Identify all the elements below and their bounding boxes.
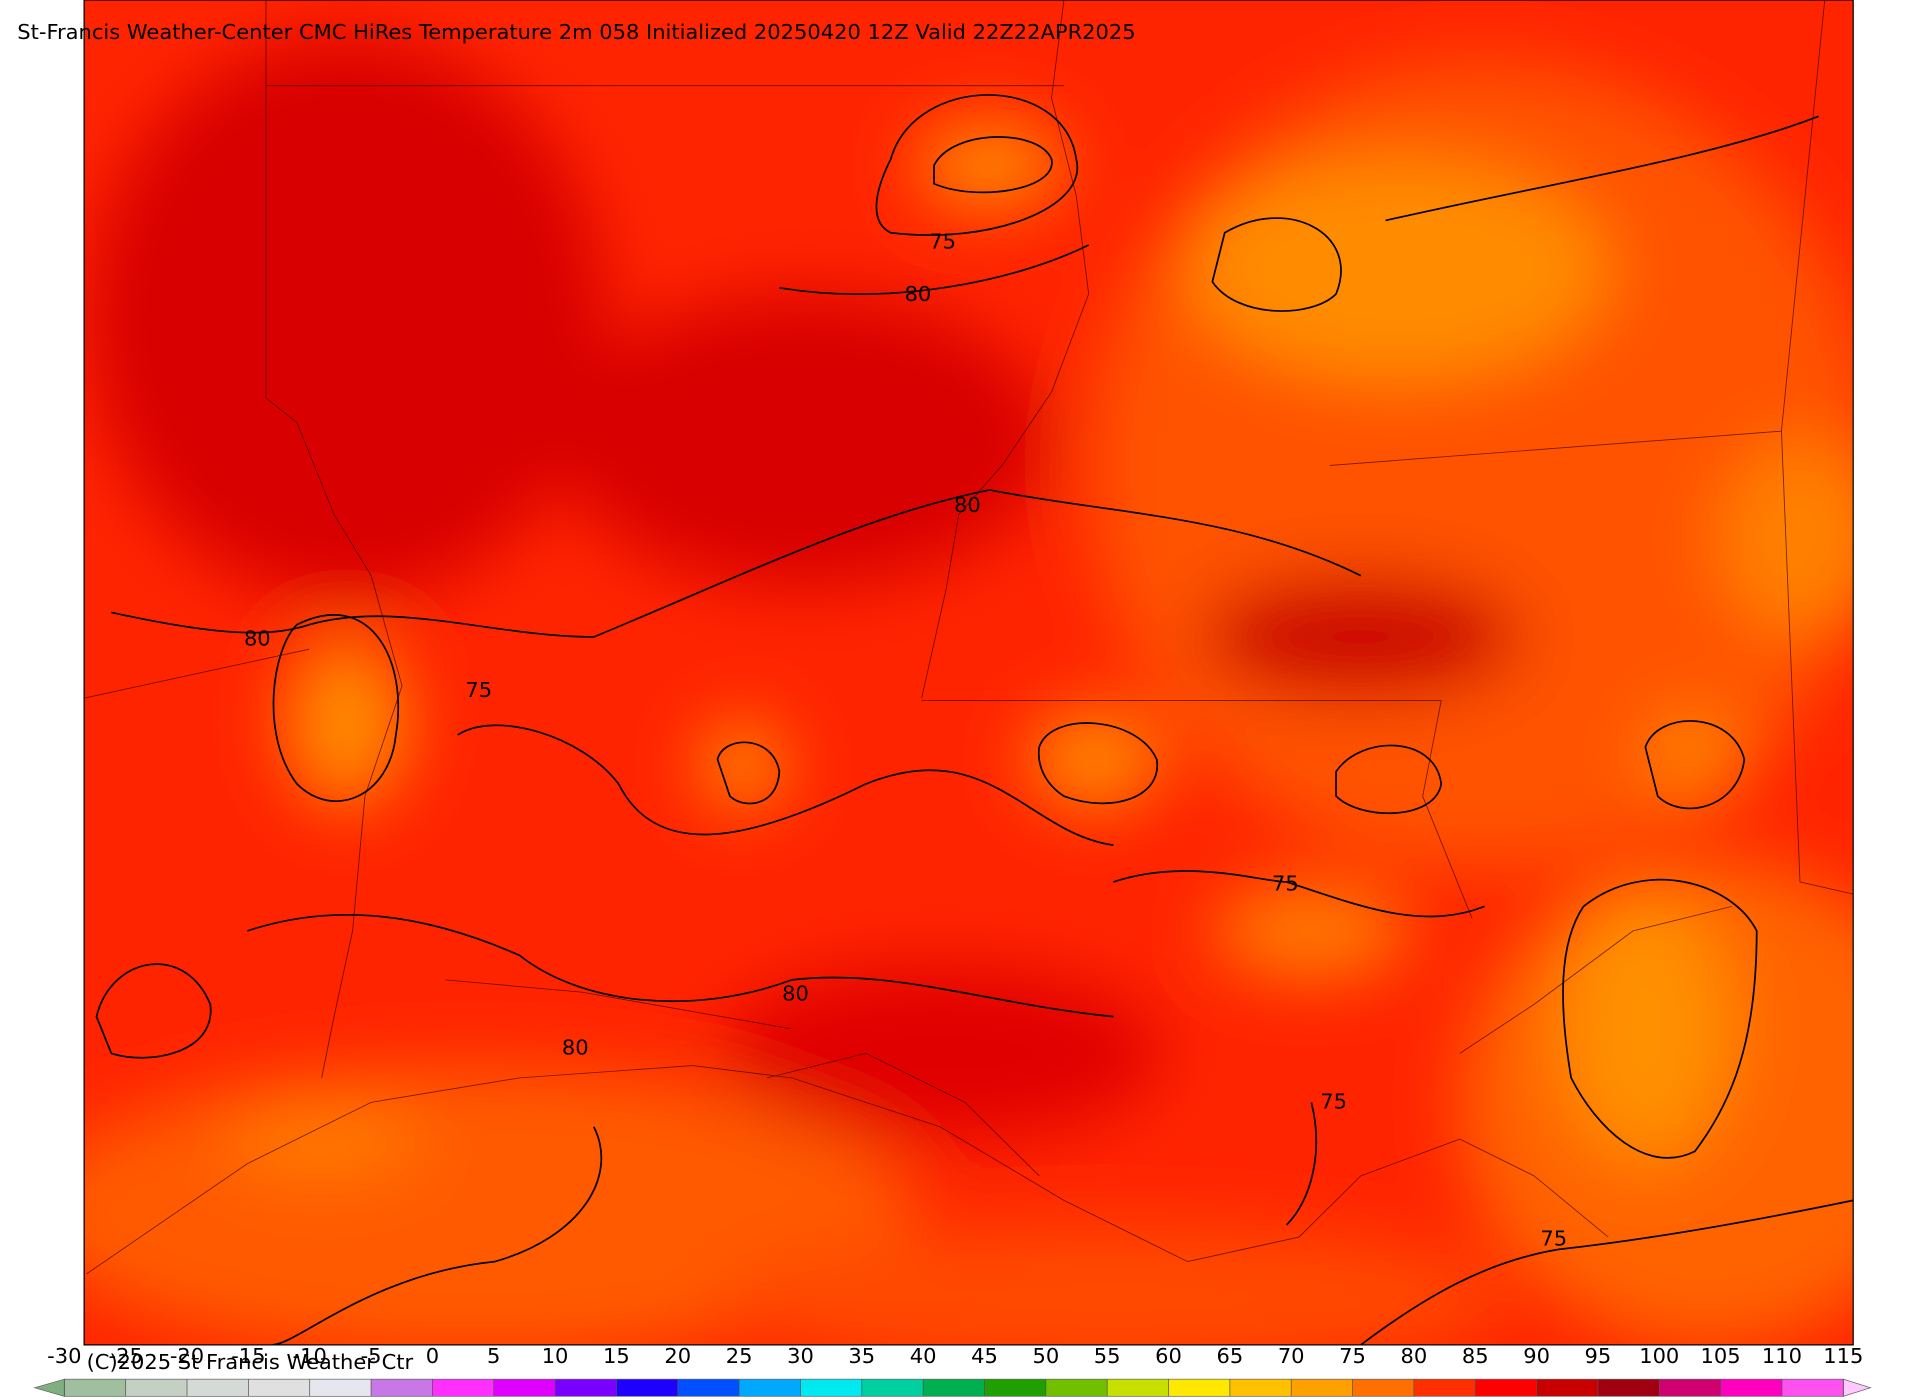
- colorbar-over: [1842, 1378, 1872, 1397]
- colorbar-swatch: [1597, 1379, 1660, 1397]
- temperature-field: [84, 0, 1854, 1345]
- colorbar-tick-label: 5: [487, 1344, 500, 1368]
- contour-label: 75: [1272, 871, 1299, 895]
- colorbar-tick-label: 95: [1585, 1344, 1612, 1368]
- colorbar-swatch: [1475, 1379, 1537, 1397]
- contour-label: 75: [1540, 1227, 1567, 1251]
- colorbar-swatch: [309, 1379, 372, 1397]
- contour-label: 80: [782, 982, 809, 1006]
- colorbar-tick-label: 90: [1523, 1344, 1550, 1368]
- contour-label: 75: [929, 230, 956, 254]
- colorbar-swatch: [1781, 1379, 1844, 1397]
- colorbar-tick-label: -30: [47, 1344, 81, 1368]
- colorbar-tick-label: 10: [542, 1344, 569, 1368]
- colorbar-swatch: [1720, 1379, 1783, 1397]
- colorbar-swatch: [1229, 1379, 1292, 1397]
- copyright: (C)2025 St Francis Weather Ctr: [87, 1350, 414, 1374]
- colorbar-swatch: [187, 1379, 249, 1397]
- colorbar-tick-label: 85: [1462, 1344, 1489, 1368]
- colorbar-swatch: [1352, 1379, 1415, 1397]
- colorbar-tick-label: -20: [170, 1344, 204, 1368]
- colorbar-swatch: [248, 1379, 311, 1397]
- colorbar-tick-label: 60: [1155, 1344, 1182, 1368]
- colorbar-tick-label: 55: [1094, 1344, 1121, 1368]
- colorbar-tick-label: 75: [1339, 1344, 1366, 1368]
- colorbar-swatch: [1168, 1379, 1231, 1397]
- colorbar-tick-label: 20: [664, 1344, 691, 1368]
- colorbar-tick-label: 25: [726, 1344, 753, 1368]
- colorbar-under: [33, 1378, 65, 1397]
- colorbar-tick-label: 45: [971, 1344, 998, 1368]
- colorbar-swatch: [1291, 1379, 1353, 1397]
- colorbar-swatch: [677, 1379, 740, 1397]
- colorbar-swatch: [432, 1379, 495, 1397]
- contour-label: 75: [1320, 1089, 1347, 1113]
- colorbar-tick-label: 0: [426, 1344, 439, 1368]
- colorbar-tick-label: -25: [109, 1344, 143, 1368]
- colorbar-tick-label: -5: [361, 1344, 382, 1368]
- colorbar-tick-label: 70: [1278, 1344, 1305, 1368]
- map-title: St-Francis Weather-Center CMC HiRes Temp…: [17, 20, 1135, 44]
- colorbar-tick-label: 40: [910, 1344, 937, 1368]
- contour-label: 80: [954, 493, 981, 517]
- colorbar-tick-label: 35: [848, 1344, 875, 1368]
- boundaries: [84, 0, 1854, 1275]
- contours: [95, 94, 1854, 1345]
- colorbar-tick-label: 105: [1701, 1344, 1741, 1368]
- contour-label: 75: [465, 678, 492, 702]
- contour-label: 80: [244, 626, 271, 650]
- colorbar-tick-label: 15: [603, 1344, 630, 1368]
- colorbar-swatch: [1413, 1379, 1476, 1397]
- colorbar-tick-label: 30: [787, 1344, 814, 1368]
- colorbar-tick-label: -10: [293, 1344, 327, 1368]
- colorbar-tick-label: -15: [231, 1344, 265, 1368]
- colorbar-swatch: [1659, 1379, 1721, 1397]
- colorbar-tick-label: 115: [1823, 1344, 1863, 1368]
- colorbar-swatch: [800, 1379, 863, 1397]
- colorbar-tick-label: 80: [1401, 1344, 1428, 1368]
- colorbar-swatch: [371, 1379, 433, 1397]
- colorbar-tick-label: 50: [1032, 1344, 1059, 1368]
- colorbar-swatch: [923, 1379, 985, 1397]
- colorbar-tick-label: 110: [1762, 1344, 1802, 1368]
- map-frame: [83, 0, 1854, 1346]
- colorbar-tick-label: 65: [1216, 1344, 1243, 1368]
- colorbar-swatch: [1107, 1379, 1169, 1397]
- colorbar-swatch: [125, 1379, 188, 1397]
- colorbar-swatch: [555, 1379, 617, 1397]
- colorbar-swatch: [1045, 1379, 1108, 1397]
- contour-label: 80: [905, 282, 932, 306]
- colorbar-swatch: [861, 1379, 924, 1397]
- colorbar-swatch: [64, 1379, 127, 1397]
- colorbar-swatch: [1536, 1379, 1599, 1397]
- contour-label: 80: [562, 1036, 589, 1060]
- colorbar-tick-label: 100: [1639, 1344, 1679, 1368]
- colorbar-swatch: [984, 1379, 1047, 1397]
- colorbar-swatch: [493, 1379, 556, 1397]
- colorbar-swatch: [739, 1379, 801, 1397]
- colorbar-swatch: [616, 1379, 679, 1397]
